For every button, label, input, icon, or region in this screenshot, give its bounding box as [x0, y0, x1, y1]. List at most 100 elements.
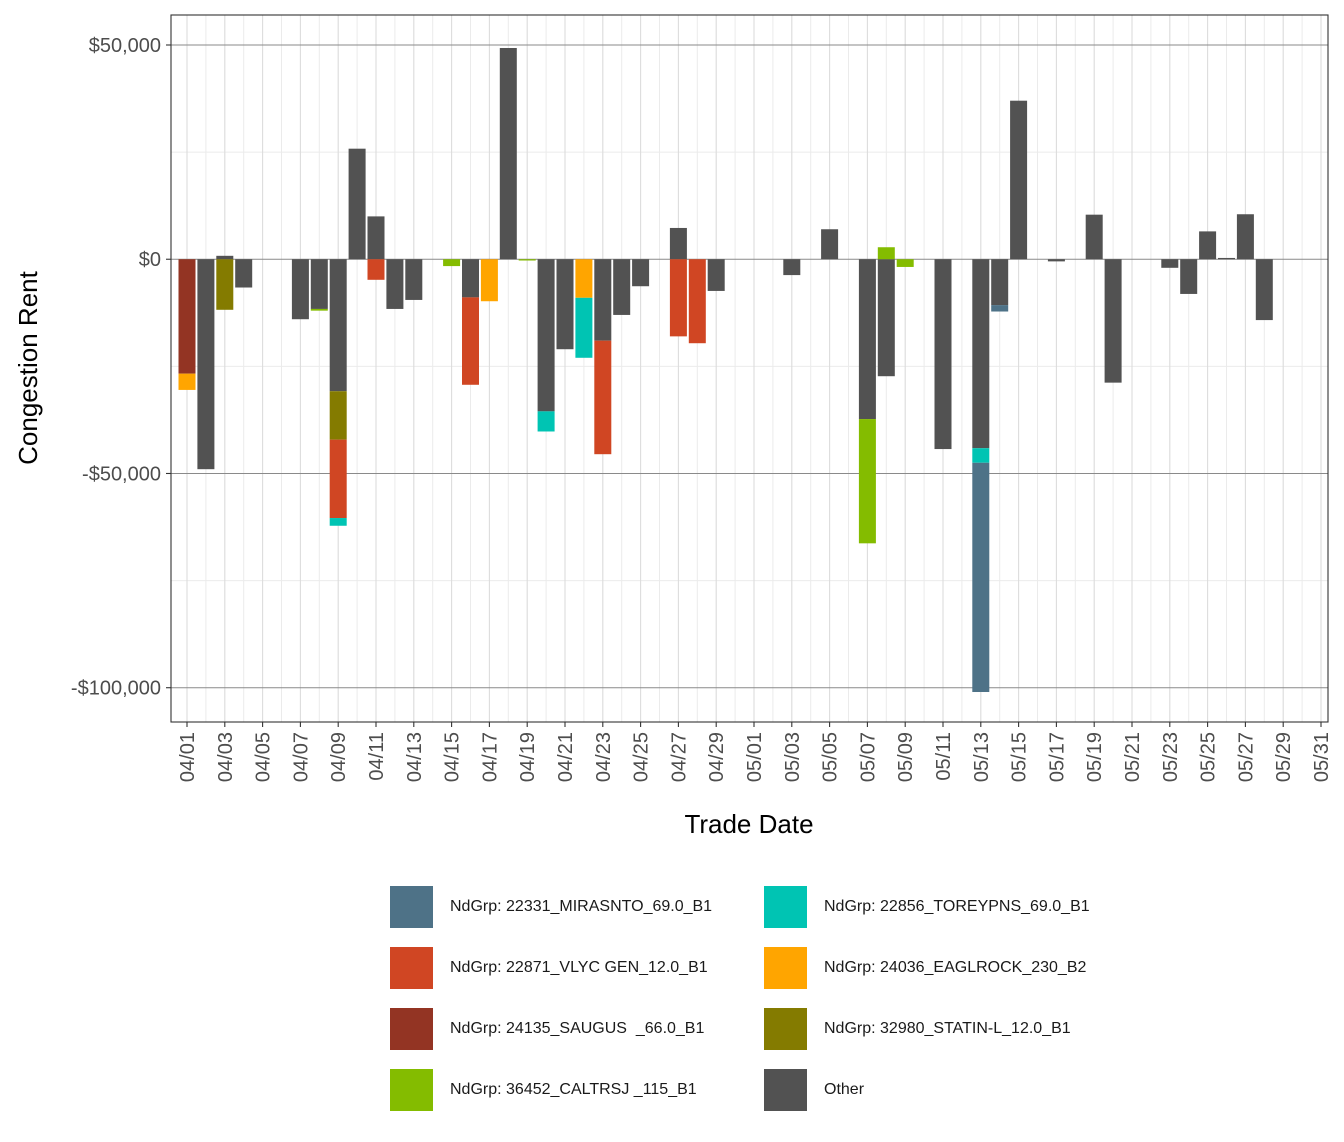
legend-swatch	[764, 947, 807, 989]
legend-item: NdGrp: 24036_EAGLROCK_230_B2	[764, 947, 1086, 989]
x-tick-label: 05/31	[1311, 732, 1333, 782]
bar-segment	[821, 229, 839, 260]
legend-item: NdGrp: 22856_TOREYPNS_69.0_B1	[764, 886, 1090, 928]
x-tick-label: 05/07	[857, 732, 879, 782]
bar-segment	[537, 411, 555, 432]
y-tick-label: -$50,000	[82, 463, 161, 485]
bar-segment	[1236, 214, 1254, 260]
bar-segment	[329, 518, 347, 526]
bar-segment	[707, 259, 725, 291]
x-tick-label: 05/21	[1122, 732, 1144, 782]
bar-segment	[1104, 259, 1122, 383]
bar-segment	[329, 259, 347, 392]
legend-label: NdGrp: 24135_SAUGUS _66.0_B1	[450, 1020, 705, 1037]
bars	[178, 47, 1273, 693]
legend-item: NdGrp: 22871_VLYC GEN_12.0_B1	[390, 947, 708, 989]
legend-swatch	[390, 886, 433, 928]
bar-segment	[518, 259, 536, 261]
bar-segment	[405, 259, 423, 300]
bar-segment	[594, 259, 612, 341]
bar-segment	[1085, 214, 1103, 260]
bar-segment	[178, 259, 196, 374]
legend-label: NdGrp: 22331_MIRASNTO_69.0_B1	[450, 898, 713, 915]
bar-segment	[575, 297, 593, 358]
bar-segment	[632, 259, 650, 287]
x-tick-label: 05/19	[1084, 732, 1106, 782]
x-tick-label: 05/13	[971, 732, 993, 782]
bar-segment	[1161, 259, 1179, 268]
legend-label: NdGrp: 36452_CALTRSJ _115_B1	[450, 1081, 697, 1098]
x-tick-label: 04/01	[177, 732, 199, 782]
bar-segment	[1255, 259, 1273, 321]
bar-segment	[1218, 257, 1235, 260]
x-tick-label: 05/17	[1046, 732, 1068, 782]
x-tick-label: 04/07	[290, 732, 312, 782]
x-tick-label: 05/15	[1009, 732, 1031, 782]
legend-swatch	[390, 947, 433, 989]
bar-segment	[858, 419, 876, 544]
x-tick-label: 05/25	[1198, 732, 1220, 782]
bar-segment	[367, 259, 385, 280]
bar-segment	[1180, 259, 1198, 294]
bar-segment	[235, 259, 253, 288]
congestion-rent-chart: $50,000$0-$50,000-$100,000 04/01 04/03 04/…	[13, 14, 1333, 839]
x-tick-label: 05/05	[820, 732, 842, 782]
legend-item: NdGrp: 24135_SAUGUS _66.0_B1	[390, 1008, 704, 1050]
legend-swatch	[764, 1069, 807, 1111]
bar-segment	[329, 439, 347, 519]
bar-segment	[462, 259, 479, 298]
x-tick-label: 05/09	[895, 732, 917, 782]
y-axis-title: Congestion Rent	[13, 270, 43, 464]
bar-segment	[216, 255, 234, 260]
bar-segment	[934, 259, 952, 450]
legend-swatch	[390, 1069, 433, 1111]
x-tick-label: 04/05	[253, 732, 275, 782]
bar-segment	[613, 259, 631, 315]
legend-item: NdGrp: 22331_MIRASNTO_69.0_B1	[390, 886, 712, 928]
bar-segment	[386, 259, 404, 309]
bar-segment	[1047, 259, 1065, 262]
x-tick-label: 05/23	[1160, 732, 1182, 782]
x-tick-label: 04/25	[631, 732, 653, 782]
legend-label: Other	[824, 1081, 865, 1098]
y-tick-label: $0	[139, 249, 161, 271]
bar-segment	[688, 259, 706, 344]
bar-segment	[178, 373, 196, 390]
bar-segment	[991, 259, 1009, 306]
bar-segment	[197, 259, 215, 470]
bar-segment	[896, 259, 914, 267]
x-tick-label: 04/19	[517, 732, 539, 782]
bar-segment	[1199, 231, 1217, 260]
x-tick-label: 04/11	[366, 732, 388, 781]
bar-segment	[594, 340, 612, 455]
x-tick-label: 05/29	[1273, 732, 1295, 782]
bar-segment	[972, 259, 990, 449]
bar-segment	[462, 297, 479, 385]
legend-swatch	[764, 886, 807, 928]
bar-segment	[310, 308, 328, 311]
bar-segment	[499, 47, 517, 260]
x-tick-label: 05/01	[744, 732, 766, 782]
bar-segment	[480, 259, 498, 302]
bar-segment	[310, 259, 328, 309]
bar-segment	[858, 259, 876, 420]
y-tick-label: $50,000	[89, 35, 161, 57]
x-tick-label: 05/11	[933, 732, 955, 781]
bar-segment	[537, 259, 555, 412]
legend-label: NdGrp: 32980_STATIN-L_12.0_B1	[824, 1020, 1071, 1037]
bar-segment	[216, 259, 234, 310]
x-tick-label: 05/03	[782, 732, 804, 782]
legend-item: NdGrp: 36452_CALTRSJ _115_B1	[390, 1069, 697, 1111]
bar-segment	[783, 259, 801, 276]
plot-panel-background	[171, 15, 1328, 722]
bar-segment	[669, 259, 687, 337]
bar-segment	[877, 247, 895, 260]
bar-segment	[443, 259, 461, 267]
x-tick-label: 04/17	[479, 732, 501, 782]
bar-segment	[575, 259, 593, 298]
bar-segment	[669, 227, 687, 260]
legend-label: NdGrp: 22856_TOREYPNS_69.0_B1	[824, 898, 1090, 915]
bar-segment	[367, 216, 385, 260]
bar-segment	[1010, 100, 1028, 260]
x-tick-label: 04/03	[215, 732, 237, 782]
